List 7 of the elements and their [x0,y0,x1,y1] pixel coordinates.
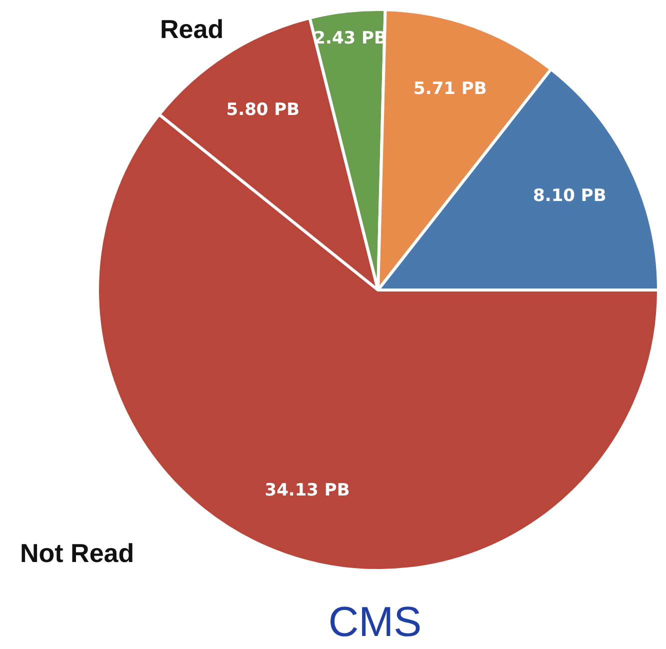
data-label: 8.10 PB [533,186,606,206]
data-label: 5.71 PB [414,78,487,99]
text: CMS [327,598,423,646]
data-label: 34.13 PB [264,480,350,501]
data-label: 5.80 PB [226,100,300,120]
text: Read [160,14,224,45]
text: Not Read [20,538,134,569]
